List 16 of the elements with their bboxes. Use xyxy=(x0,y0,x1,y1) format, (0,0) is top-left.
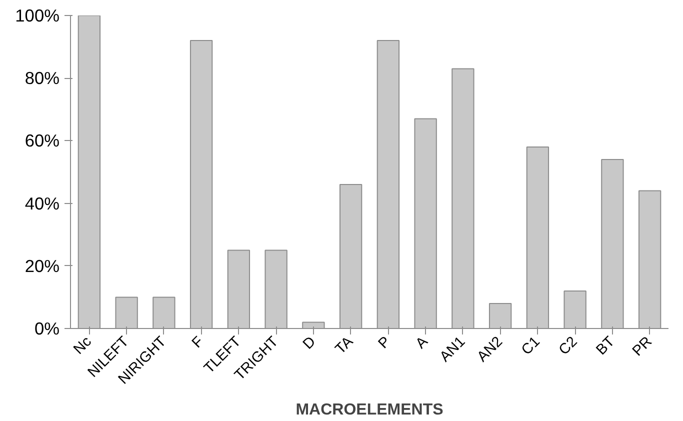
y-tick-label: 20% xyxy=(24,256,60,276)
x-tick-label: F xyxy=(189,334,208,352)
x-axis-title: MACROELEMENTS xyxy=(296,401,444,418)
x-tick-label: PR xyxy=(630,334,656,360)
x-tick-label: C2 xyxy=(556,334,581,358)
y-tick-label: 60% xyxy=(24,130,60,151)
y-tick-label: 40% xyxy=(24,193,60,214)
x-tick-label: BT xyxy=(594,334,618,358)
x-tick-label: P xyxy=(376,334,394,352)
y-tick-label: 80% xyxy=(24,68,60,88)
y-tick-label: 100% xyxy=(15,6,60,26)
x-tick-label: C1 xyxy=(518,334,544,358)
x-tick-label: D xyxy=(300,334,320,353)
y-tick-label: 0% xyxy=(34,318,60,338)
x-tick-label: A xyxy=(412,334,432,352)
x-tick-label: TA xyxy=(332,334,357,358)
